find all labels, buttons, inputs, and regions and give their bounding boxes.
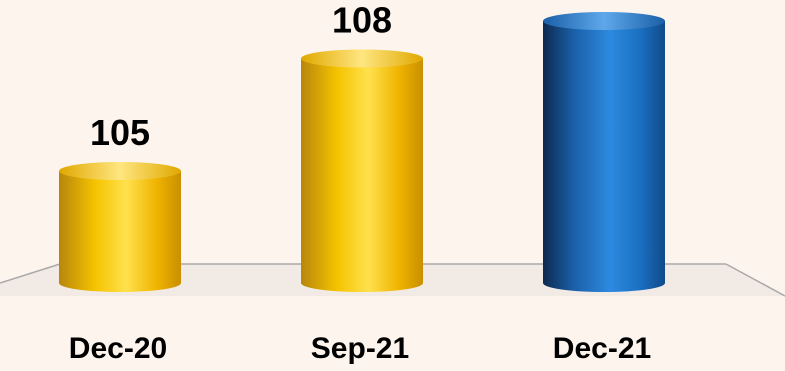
data-label: 109 — [574, 0, 634, 3]
bar-top-cap — [301, 49, 423, 68]
bar-body — [59, 171, 181, 292]
bar-sep-21 — [301, 49, 423, 292]
bar-dec-20 — [59, 162, 181, 292]
category-label: Dec-21 — [553, 332, 651, 365]
bars-group — [59, 12, 665, 292]
category-label: Dec-20 — [69, 332, 167, 365]
bar-top-cap — [543, 12, 665, 30]
floor-right-edge — [725, 263, 785, 297]
data-label: 108 — [332, 0, 392, 41]
bar-body — [543, 21, 665, 292]
bar-body — [301, 58, 423, 292]
data-label: 105 — [90, 112, 150, 153]
bar-top-cap — [59, 162, 181, 180]
category-label: Sep-21 — [311, 332, 409, 365]
floor-left-edge — [0, 263, 61, 284]
bar-dec-21 — [543, 12, 665, 292]
labels-group: 105 Dec-20 108 Sep-21 109 Dec-21 — [69, 0, 651, 365]
